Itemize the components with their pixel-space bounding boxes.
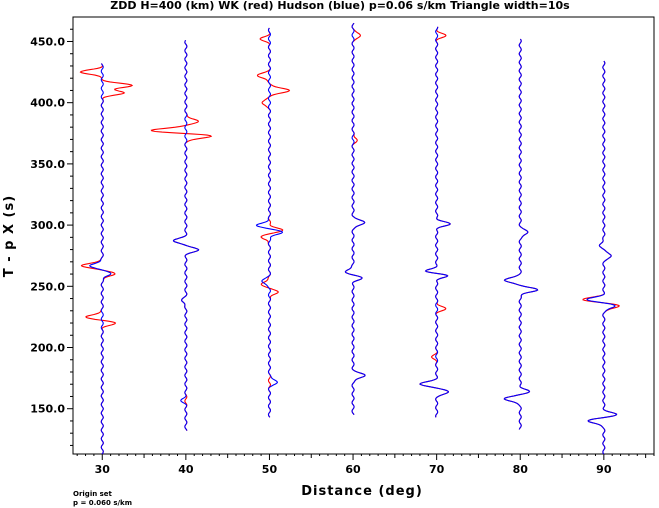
wk-trace-90 <box>582 60 620 455</box>
y-tick-label: 300.0 <box>30 219 65 232</box>
hudson-trace-70 <box>419 26 451 418</box>
x-axis-label: Distance (deg) <box>301 484 423 499</box>
hudson-trace-60 <box>344 22 366 416</box>
x-axis: 30 40 50 60 70 80 90 <box>76 454 655 476</box>
x-tick-label: 80 <box>513 463 529 476</box>
y-tick-label: 400.0 <box>30 97 65 110</box>
y-axis: 150.0 200.0 250.0 300.0 350.0 400.0 450.0 <box>30 28 73 446</box>
y-axis-label: T - p X (s) <box>2 195 17 277</box>
x-tick-label: 90 <box>596 463 612 476</box>
y-tick-label: 450.0 <box>30 35 65 48</box>
x-tick-label: 30 <box>95 463 111 476</box>
wk-trace-80 <box>503 38 539 430</box>
hudson-trace-90 <box>586 60 618 455</box>
y-tick-label: 350.0 <box>30 158 65 171</box>
wk-trace-60 <box>344 22 366 416</box>
wk-trace-30 <box>79 63 134 455</box>
x-tick-label: 40 <box>178 463 194 476</box>
x-tick-label: 50 <box>262 463 278 476</box>
y-tick-label: 250.0 <box>30 280 65 293</box>
y-tick-label: 150.0 <box>30 403 65 416</box>
wk-trace-40 <box>150 39 213 431</box>
footer-ray-parameter: p = 0.060 s/km <box>73 499 132 507</box>
hudson-trace-40 <box>172 39 200 431</box>
y-tick-label: 200.0 <box>30 342 65 355</box>
hudson-trace-80 <box>503 38 539 430</box>
chart-title: ZDD H=400 (km) WK (red) Hudson (blue) p=… <box>110 0 570 12</box>
seismic-traces <box>79 22 620 455</box>
hudson-trace-30 <box>89 63 112 455</box>
plot-frame <box>72 16 655 455</box>
footer-origin-note: Origin set <box>73 490 113 498</box>
x-tick-label: 60 <box>345 463 361 476</box>
x-tick-label: 70 <box>429 463 445 476</box>
hudson-trace-50 <box>255 27 284 418</box>
